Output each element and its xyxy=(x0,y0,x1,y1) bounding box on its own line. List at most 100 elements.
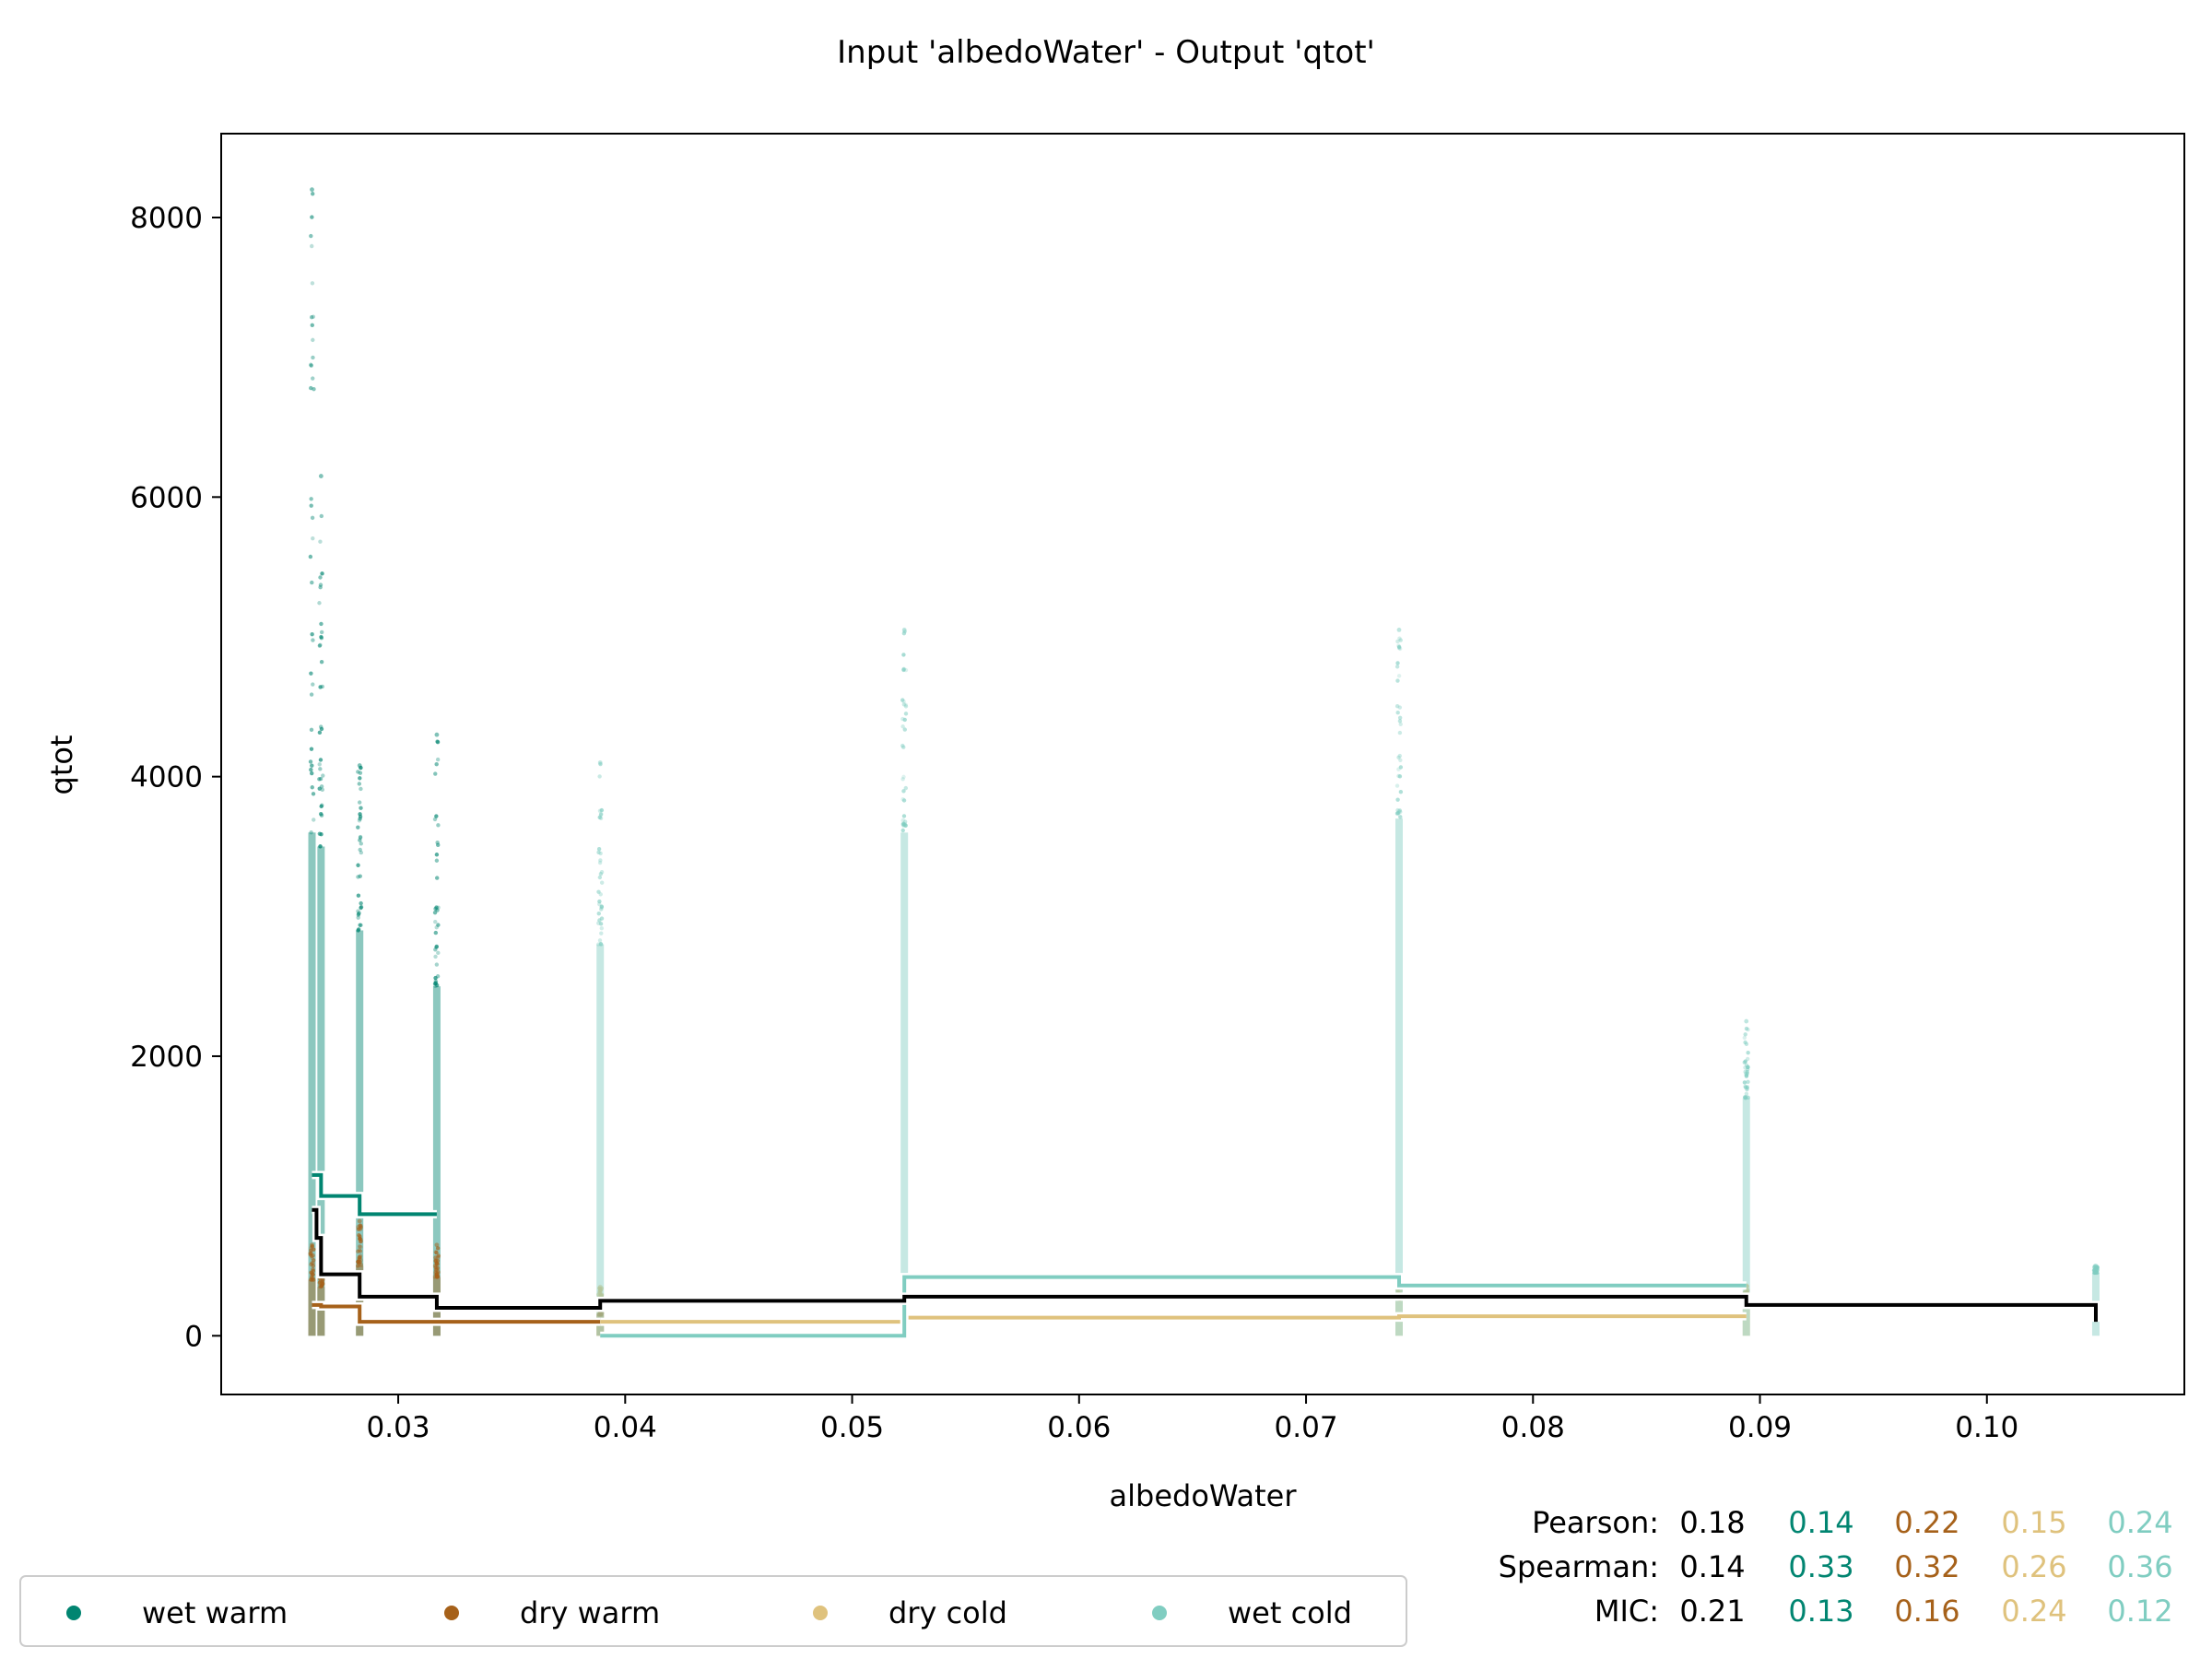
y-tick-label: 0 xyxy=(184,1320,203,1353)
scatter-point xyxy=(357,1247,361,1253)
scatter-point xyxy=(597,918,602,923)
scatter-point xyxy=(320,571,324,576)
scatter-point xyxy=(308,1277,313,1282)
x-tick-label: 0.07 xyxy=(1275,1411,1338,1444)
scatter-point xyxy=(433,1250,438,1254)
legend-label: wet cold xyxy=(1228,1595,1352,1630)
step-line-overall xyxy=(312,1207,2098,1323)
scatter-point xyxy=(311,682,315,687)
scatter-point xyxy=(311,376,315,381)
scatter-point xyxy=(317,777,322,782)
scatter-point xyxy=(309,497,313,501)
scatter-point xyxy=(433,1269,438,1274)
scatter-point xyxy=(311,792,316,796)
scatter-point xyxy=(1395,678,1400,683)
scatter-point xyxy=(1396,643,1401,648)
scatter-point xyxy=(359,806,363,810)
scatter-point xyxy=(359,1263,363,1268)
scatter-point xyxy=(434,762,439,767)
scatter-point xyxy=(358,838,362,842)
scatter-point xyxy=(434,858,440,863)
scatter-point xyxy=(2095,1270,2100,1276)
scatter-point xyxy=(1397,730,1403,735)
scatter-point xyxy=(903,667,909,673)
scatter-point xyxy=(1398,758,1403,762)
scatter-point xyxy=(1397,753,1403,759)
scatter-point xyxy=(596,889,601,894)
scatter-point xyxy=(597,938,603,943)
scatter-point xyxy=(310,215,314,219)
scatter-point xyxy=(357,818,362,823)
scatter-point xyxy=(903,702,908,708)
scatter-point xyxy=(436,823,441,828)
scatter-point xyxy=(436,950,441,956)
legend-label: dry warm xyxy=(520,1595,660,1630)
scatter-point xyxy=(317,601,322,606)
scatter-point xyxy=(597,815,602,820)
scatter-point xyxy=(599,880,605,885)
stats-value: 0.15 xyxy=(2001,1505,2066,1540)
legend-box xyxy=(19,1575,1407,1647)
scatter-point xyxy=(435,876,440,880)
scatter-point xyxy=(312,1258,316,1263)
scatter-point xyxy=(1745,1288,1750,1293)
scatter-point xyxy=(598,941,604,947)
scatter-point xyxy=(308,759,313,764)
stats-value: 0.24 xyxy=(2107,1505,2172,1540)
scatter-point xyxy=(1395,661,1400,665)
stats-value: 0.18 xyxy=(1679,1505,1745,1540)
scatter-point xyxy=(901,631,907,636)
scatter-point xyxy=(309,747,314,751)
scatter-column-wet-cold-4 xyxy=(2091,1264,2100,1336)
scatter-band xyxy=(1395,818,1403,1336)
y-axis-label: qtot xyxy=(44,735,79,795)
scatter-point xyxy=(319,1280,324,1285)
scatter-point xyxy=(359,923,363,928)
scatter-column-wet-cold-0 xyxy=(596,760,605,1336)
scatter-point xyxy=(1395,1288,1400,1293)
y-tick-label: 2000 xyxy=(130,1041,203,1074)
scatter-point xyxy=(900,828,905,833)
scatter-point xyxy=(1398,789,1404,794)
scatter-point xyxy=(358,834,363,840)
scatter-point xyxy=(356,1227,361,1231)
scatter-band xyxy=(356,930,364,1336)
scatter-band xyxy=(596,944,605,1336)
scatter-point xyxy=(310,1272,315,1277)
scatter-point xyxy=(358,1256,363,1261)
stats-row: Pearson: 0.18 0.14 0.22 0.15 0.24 xyxy=(1532,1505,2173,1540)
stats-value: 0.14 xyxy=(1679,1549,1745,1584)
scatter-point xyxy=(311,1266,315,1272)
scatter-point xyxy=(318,474,324,478)
scatter-band xyxy=(317,846,325,1336)
scatter-band xyxy=(900,832,909,1336)
scatter-point xyxy=(311,192,315,196)
scatter-point xyxy=(311,536,315,541)
stats-value: 0.33 xyxy=(1788,1549,1853,1584)
scatter-point xyxy=(317,643,323,648)
scatter-point xyxy=(312,818,316,822)
scatter-point xyxy=(1745,1069,1749,1075)
stats-label: Spearman: xyxy=(1499,1549,1659,1584)
scatter-point xyxy=(597,901,602,907)
scatter-point xyxy=(436,1253,441,1258)
scatter-point xyxy=(319,811,324,817)
scatter-point xyxy=(432,910,438,915)
scatter-point xyxy=(599,807,605,813)
scatter-point xyxy=(320,803,324,807)
scatter-band xyxy=(356,1265,364,1336)
scatter-point xyxy=(312,1277,316,1282)
scatter-point xyxy=(597,899,602,904)
scatter-point xyxy=(319,1283,324,1288)
stats-value: 0.32 xyxy=(1894,1549,1959,1584)
scatter-point xyxy=(1397,814,1403,819)
y-tick-label: 8000 xyxy=(130,202,203,235)
scatter-point xyxy=(318,585,323,590)
stats-value: 0.12 xyxy=(2107,1594,2172,1629)
scatter-point xyxy=(433,947,438,952)
scatter-point xyxy=(435,1265,441,1271)
scatter-point xyxy=(597,875,603,880)
scatter-point xyxy=(434,1242,440,1248)
scatter-point xyxy=(318,767,323,771)
scatter-point xyxy=(599,925,605,931)
